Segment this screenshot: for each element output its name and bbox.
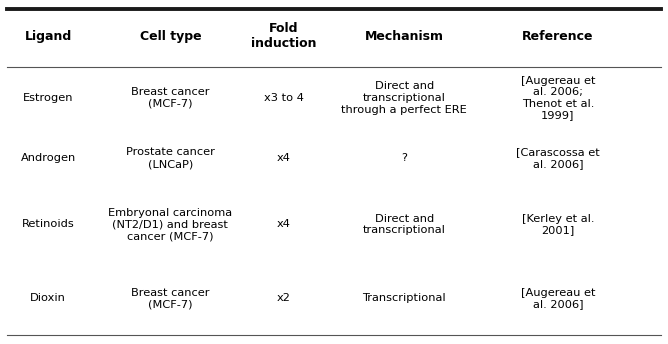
Text: x2: x2	[277, 293, 291, 303]
Text: Embryonal carcinoma
(NT2/D1) and breast
cancer (MCF-7): Embryonal carcinoma (NT2/D1) and breast …	[108, 208, 232, 241]
Text: Retinoids: Retinoids	[22, 219, 74, 229]
Text: x3 to 4: x3 to 4	[264, 93, 304, 103]
Text: Breast cancer
(MCF-7): Breast cancer (MCF-7)	[131, 87, 210, 109]
Text: Ligand: Ligand	[25, 30, 71, 43]
Text: [Kerley et al.
2001]: [Kerley et al. 2001]	[522, 214, 594, 235]
Text: Prostate cancer
(LNCaP): Prostate cancer (LNCaP)	[126, 148, 215, 169]
Text: [Augereau et
al. 2006;
Thenot et al.
1999]: [Augereau et al. 2006; Thenot et al. 199…	[520, 76, 595, 120]
Text: Breast cancer
(MCF-7): Breast cancer (MCF-7)	[131, 288, 210, 309]
Text: [Carascossa et
al. 2006]: [Carascossa et al. 2006]	[516, 148, 600, 169]
Text: x4: x4	[277, 153, 291, 163]
Text: Estrogen: Estrogen	[23, 93, 73, 103]
Text: Transcriptional: Transcriptional	[362, 293, 446, 303]
Text: Fold
induction: Fold induction	[251, 22, 317, 50]
Text: Cell type: Cell type	[140, 30, 201, 43]
Text: Androgen: Androgen	[21, 153, 75, 163]
Text: ?: ?	[401, 153, 407, 163]
Text: Direct and
transcriptional: Direct and transcriptional	[363, 214, 446, 235]
Text: Direct and
transcriptional
through a perfect ERE: Direct and transcriptional through a per…	[341, 82, 467, 115]
Text: Mechanism: Mechanism	[365, 30, 444, 43]
Text: Reference: Reference	[522, 30, 594, 43]
Text: x4: x4	[277, 219, 291, 229]
Text: Dioxin: Dioxin	[30, 293, 66, 303]
Text: [Augereau et
al. 2006]: [Augereau et al. 2006]	[520, 288, 595, 309]
